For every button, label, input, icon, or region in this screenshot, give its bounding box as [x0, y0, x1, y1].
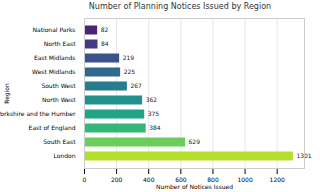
svg-text:200: 200 [111, 176, 123, 183]
svg-text:South West: South West [41, 82, 76, 89]
svg-text:82: 82 [101, 26, 109, 33]
svg-text:Region: Region [3, 83, 11, 104]
svg-text:West Midlands: West Midlands [32, 68, 75, 75]
svg-text:384: 384 [149, 124, 161, 131]
svg-text:362: 362 [146, 96, 158, 103]
svg-text:84: 84 [101, 40, 109, 47]
svg-text:1301: 1301 [296, 152, 312, 160]
svg-text:800: 800 [207, 175, 219, 183]
svg-text:National Parks: National Parks [32, 26, 75, 33]
svg-text:East of England: East of England [29, 124, 76, 132]
html-text:Number of Planning Notices Iss: Number of Planning Notices Issued by Reg… [88, 2, 272, 11]
svg-text:267: 267 [130, 82, 142, 89]
svg-text:1200: 1200 [270, 176, 285, 183]
svg-text:South East: South East [43, 138, 76, 145]
svg-text:219: 219 [123, 54, 135, 61]
svg-text:225: 225 [124, 68, 136, 75]
svg-text:North West: North West [42, 96, 76, 103]
svg-text:East Midlands: East Midlands [34, 54, 76, 61]
svg-text:London: London [54, 152, 76, 159]
svg-text:Number of Notices Issued: Number of Notices Issued [156, 183, 233, 190]
svg-text:375: 375 [148, 110, 160, 117]
svg-text:629: 629 [189, 138, 201, 145]
svg-text:400: 400 [143, 176, 155, 183]
svg-text:0: 0 [83, 176, 87, 183]
svg-text:600: 600 [175, 175, 187, 183]
svg-text:North East: North East [44, 40, 76, 47]
svg-text:Yorkshire and the Humber: Yorkshire and the Humber [0, 110, 76, 117]
svg-text:1000: 1000 [237, 176, 252, 183]
